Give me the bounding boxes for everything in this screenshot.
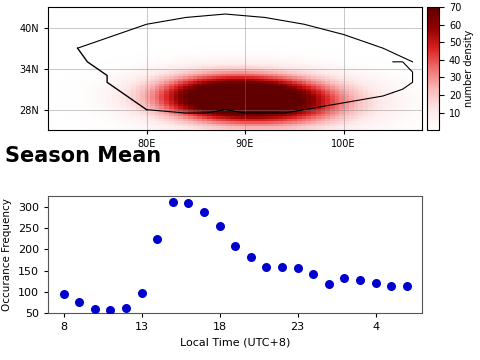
Point — [372, 280, 379, 286]
Point — [340, 275, 348, 281]
Point — [169, 199, 177, 204]
Y-axis label: Occurance Frequency: Occurance Frequency — [2, 198, 12, 311]
Point — [107, 307, 114, 313]
Point — [294, 266, 301, 271]
Point — [387, 283, 395, 288]
Point — [403, 283, 410, 288]
Point — [60, 291, 67, 297]
Point — [138, 290, 145, 296]
Point — [278, 264, 286, 270]
X-axis label: Local Time (UTC+8): Local Time (UTC+8) — [180, 338, 290, 348]
Point — [247, 254, 254, 260]
Text: Season Mean: Season Mean — [5, 146, 161, 166]
Point — [325, 282, 333, 287]
Point — [75, 299, 83, 305]
Point — [200, 210, 208, 215]
Point — [153, 236, 161, 242]
Point — [91, 306, 99, 312]
Point — [122, 305, 130, 311]
Point — [231, 243, 239, 249]
Point — [356, 278, 364, 283]
Y-axis label: number density: number density — [464, 30, 474, 107]
Point — [309, 271, 317, 276]
Point — [184, 200, 192, 206]
Point — [263, 264, 270, 270]
Point — [216, 223, 223, 229]
